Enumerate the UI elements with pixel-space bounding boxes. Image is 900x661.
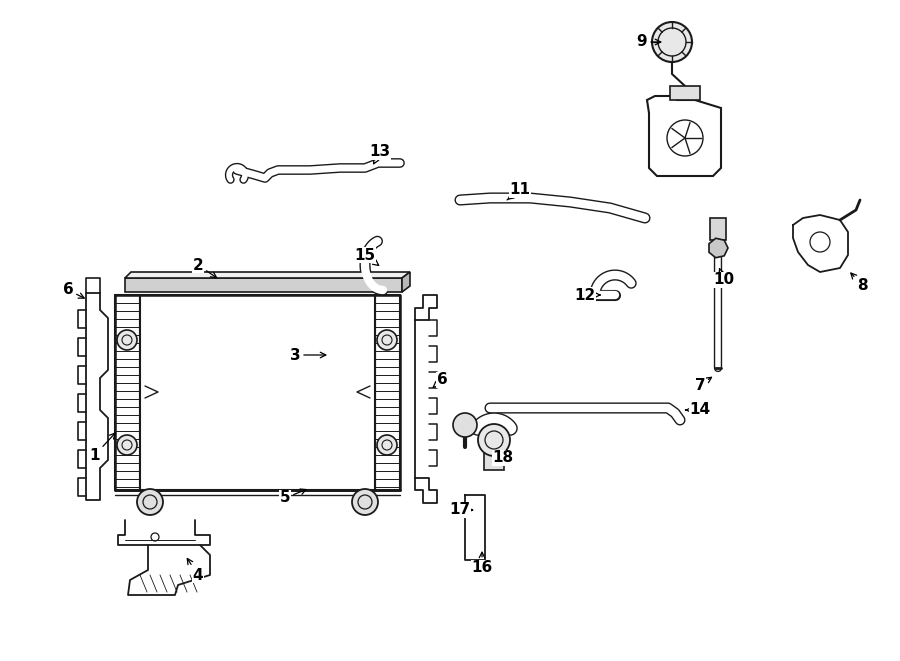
Text: 5: 5 — [280, 489, 306, 506]
Text: 3: 3 — [290, 348, 326, 362]
Text: 7: 7 — [695, 377, 712, 393]
Circle shape — [377, 330, 397, 350]
Text: 15: 15 — [355, 247, 379, 266]
Text: 9: 9 — [636, 34, 661, 50]
Circle shape — [117, 330, 137, 350]
Polygon shape — [125, 272, 410, 278]
Circle shape — [478, 424, 510, 456]
Polygon shape — [647, 96, 721, 176]
Polygon shape — [402, 272, 410, 292]
Text: 13: 13 — [369, 145, 391, 164]
Bar — [140, 295, 375, 490]
Text: 10: 10 — [714, 268, 734, 288]
Circle shape — [117, 435, 137, 455]
Bar — [710, 218, 726, 240]
Polygon shape — [125, 278, 402, 292]
Text: 8: 8 — [850, 273, 868, 293]
Text: 14: 14 — [686, 403, 711, 418]
Text: 18: 18 — [492, 451, 514, 465]
Text: 6: 6 — [63, 282, 85, 298]
Polygon shape — [709, 238, 728, 258]
Text: 1: 1 — [90, 433, 115, 463]
Text: 16: 16 — [472, 552, 492, 576]
Circle shape — [352, 489, 378, 515]
Text: 17: 17 — [449, 502, 473, 518]
Text: 11: 11 — [507, 182, 530, 200]
Circle shape — [453, 413, 477, 437]
Circle shape — [377, 435, 397, 455]
Text: 12: 12 — [574, 288, 600, 303]
Circle shape — [652, 22, 692, 62]
Text: 6: 6 — [433, 373, 447, 387]
Bar — [670, 86, 700, 100]
Text: 2: 2 — [193, 258, 217, 278]
Text: 4: 4 — [187, 559, 203, 582]
Bar — [484, 440, 504, 470]
Circle shape — [137, 489, 163, 515]
